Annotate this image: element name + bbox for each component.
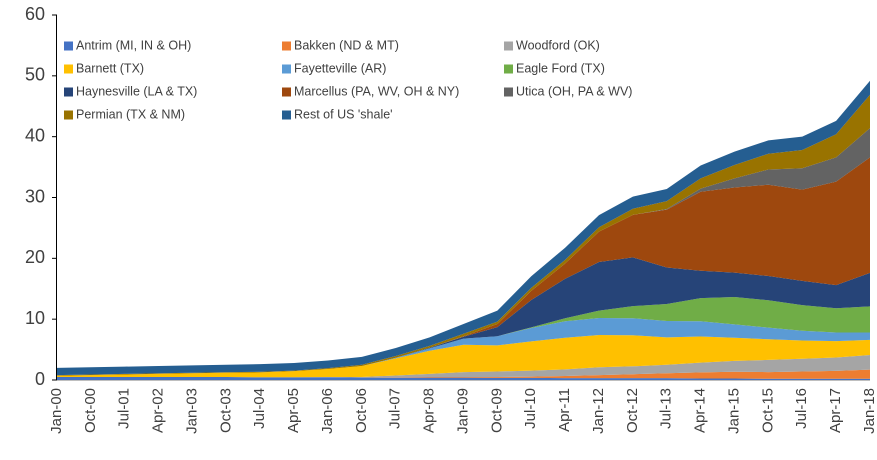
x-tick-label: Oct-00 bbox=[82, 388, 99, 433]
x-tick-label: Jan-00 bbox=[48, 388, 65, 434]
legend-label: Utica (OH, PA & WV) bbox=[516, 84, 632, 98]
legend-label: Fayetteville (AR) bbox=[294, 61, 386, 75]
y-tick-label: 40 bbox=[25, 125, 45, 145]
area bbox=[57, 376, 870, 380]
legend-label: Haynesville (LA & TX) bbox=[76, 84, 197, 98]
y-tick-label: 0 bbox=[35, 369, 45, 389]
legend-swatch bbox=[504, 87, 513, 97]
legend-swatch bbox=[282, 110, 291, 120]
y-tick-label: 20 bbox=[25, 247, 45, 267]
x-tick-label: Apr-08 bbox=[421, 388, 438, 433]
area bbox=[57, 334, 870, 378]
legend-swatch bbox=[504, 64, 513, 74]
x-tick-label: Oct-06 bbox=[353, 388, 370, 433]
legend-swatch bbox=[64, 87, 73, 97]
x-tick-label: Jul-04 bbox=[251, 388, 268, 429]
x-tick-label: Jan-09 bbox=[454, 388, 471, 434]
x-tick-label: Apr-05 bbox=[285, 388, 302, 433]
x-tick-label: Jul-10 bbox=[522, 388, 539, 429]
area bbox=[57, 355, 870, 378]
x-tick-label: Oct-09 bbox=[488, 388, 505, 433]
x-tick-label: Jan-18 bbox=[861, 388, 877, 434]
legend-swatch bbox=[64, 110, 73, 120]
x-tick-label: Jul-13 bbox=[658, 388, 675, 429]
x-tick-label: Oct-03 bbox=[217, 388, 234, 433]
legend-swatch bbox=[282, 41, 291, 51]
legend-label: Marcellus (PA, WV, OH & NY) bbox=[294, 84, 459, 98]
area bbox=[57, 157, 870, 376]
x-tick-label: Jan-06 bbox=[319, 388, 336, 434]
x-tick-label: Jul-01 bbox=[116, 388, 133, 429]
x-tick-label: Oct-12 bbox=[624, 388, 641, 433]
legend-label: Barnett (TX) bbox=[76, 61, 144, 75]
legend-swatch bbox=[64, 64, 73, 74]
legend-swatch bbox=[504, 41, 513, 51]
legend-swatch bbox=[282, 87, 291, 97]
legend-label: Rest of US 'shale' bbox=[294, 107, 393, 121]
x-tick-label: Oct-15 bbox=[759, 388, 776, 433]
x-tick-label: Apr-02 bbox=[150, 388, 167, 433]
legend-label: Bakken (ND & MT) bbox=[294, 38, 399, 52]
y-tick-label: 30 bbox=[25, 186, 45, 206]
x-tick-label: Jan-12 bbox=[590, 388, 607, 434]
x-tick-label: Jul-07 bbox=[387, 388, 404, 429]
legend-label: Eagle Ford (TX) bbox=[516, 61, 605, 75]
legend-swatch bbox=[282, 64, 291, 74]
legend-label: Woodford (OK) bbox=[516, 38, 600, 52]
x-tick-label: Jan-15 bbox=[725, 388, 742, 434]
y-tick-label: 10 bbox=[25, 308, 45, 328]
x-tick-label: Jul-16 bbox=[793, 388, 810, 429]
legend-swatch bbox=[64, 41, 73, 51]
x-tick-label: Jan-03 bbox=[183, 388, 200, 434]
x-tick-label: Apr-11 bbox=[556, 388, 573, 432]
area bbox=[57, 296, 870, 376]
area bbox=[57, 369, 870, 379]
y-tick-label: 50 bbox=[25, 65, 45, 85]
x-tick-label: Apr-14 bbox=[692, 388, 709, 433]
area bbox=[57, 257, 870, 376]
legend-label: Antrim (MI, IN & OH) bbox=[76, 38, 191, 52]
legend-label: Permian (TX & NM) bbox=[76, 107, 185, 121]
x-tick-label: Apr-17 bbox=[827, 388, 844, 433]
y-tick-label: 60 bbox=[25, 4, 45, 24]
area bbox=[57, 317, 870, 376]
